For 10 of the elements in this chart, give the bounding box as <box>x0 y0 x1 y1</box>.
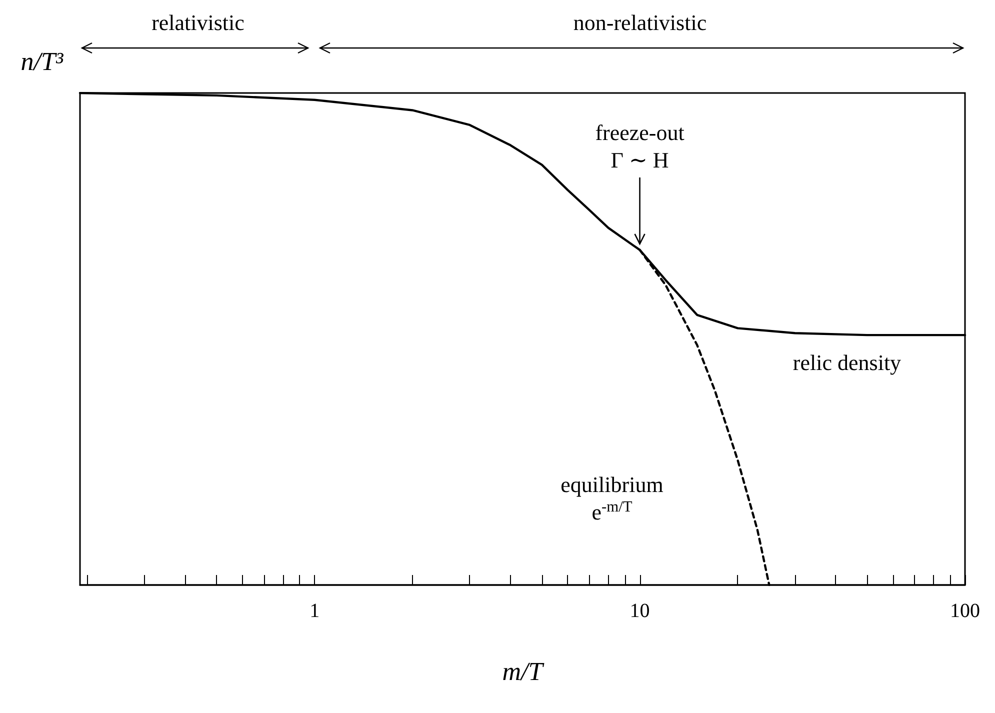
x-tick-label: 100 <box>950 600 980 622</box>
text: non-relativistic <box>573 10 707 35</box>
x-axis-title: m/T <box>502 657 544 686</box>
annotation: equilibrium e$^{-m/T}$ <box>560 472 664 524</box>
annotation: relic density <box>792 350 902 375</box>
x-tick-label: 1 <box>310 600 320 622</box>
x-tick-label: 10 <box>630 600 650 622</box>
annotation: freeze-out Γ ∼ H <box>595 120 684 172</box>
text: relativistic <box>152 10 245 35</box>
y-axis-title: n/T³ <box>20 47 64 76</box>
